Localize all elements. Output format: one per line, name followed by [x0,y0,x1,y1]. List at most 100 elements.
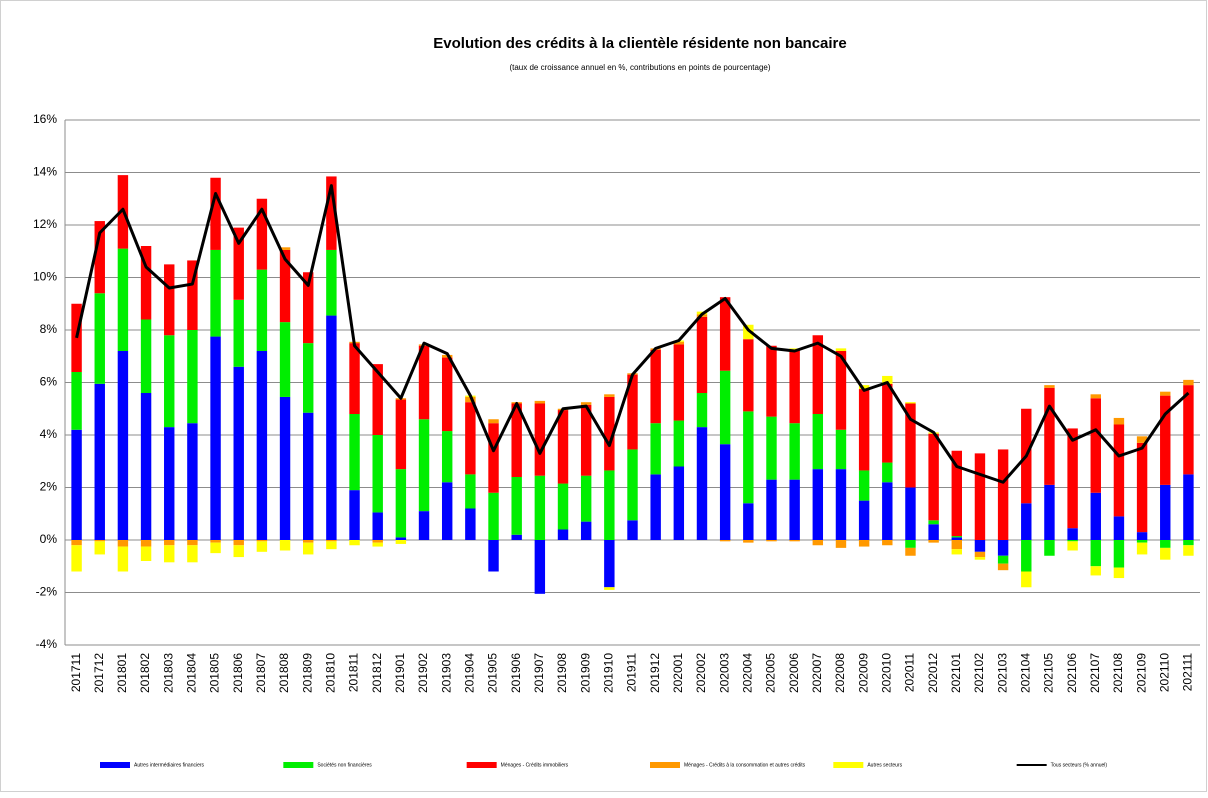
bar-segment [951,536,962,538]
bar-segment [395,399,407,470]
bar-segment [627,374,638,450]
bar-segment [395,540,407,544]
y-tick-label: 16% [33,112,57,126]
bar-segment [974,557,986,560]
bar-segment [71,429,82,540]
bar-segment [233,299,244,367]
bar-segment [164,545,175,563]
bar-segment [789,423,800,480]
bar-segment [233,545,244,558]
bar-segment [743,540,754,543]
x-tick-label: 201909 [578,653,592,693]
bar-segment [488,423,499,493]
bar-segment [210,542,221,554]
bar-segment [1136,542,1148,555]
bar-segment [1160,391,1171,396]
x-tick-label: 201907 [532,653,546,693]
bar-segment [627,520,638,540]
x-tick-label: 202111 [1181,653,1195,692]
bar-segment [650,349,661,424]
bar-segment [974,551,986,558]
bar-segment [905,402,916,404]
bar-segment [743,411,754,504]
x-tick-label: 201905 [486,653,500,693]
x-tick-label: 201712 [92,653,106,693]
bar-segment [465,474,476,509]
bar-segment [789,540,800,542]
x-tick-label: 202107 [1088,653,1102,693]
bar-segment [835,469,847,540]
bar-segment [326,176,337,250]
bar-segment [1113,567,1125,579]
bar-segment [210,249,221,337]
bar-segment [164,335,175,428]
bar-segment [905,403,916,488]
bar-segment [279,249,291,323]
bar-segment [650,474,661,540]
x-tick-label: 202110 [1157,653,1171,692]
bar-segment [94,540,105,542]
bar-segment [928,433,939,521]
x-tick-label: 201803 [161,653,175,693]
bar-segment [465,508,476,540]
bar-segment [1090,398,1101,493]
bar-segment [835,429,847,470]
bar-segment [812,414,824,470]
bar-segment [256,541,268,552]
x-tick-label: 202006 [787,653,801,693]
bar-segment [997,563,1009,571]
bar-segment [1160,484,1171,540]
bar-segment [766,416,777,480]
bar-segment [1067,428,1078,529]
bar-segment [882,375,893,384]
legend-label: Sociétés non financières [317,762,372,768]
bar-segment [928,520,939,525]
x-tick-label: 201910 [602,653,616,693]
x-tick-label: 201901 [393,653,407,693]
bar-segment [71,540,82,546]
bar-segment [719,444,731,540]
x-tick-label: 202009 [856,653,870,693]
bar-segment [279,322,291,397]
x-tick-label: 201810 [324,653,338,693]
bar-segment [951,549,962,555]
legend-swatch [283,762,314,768]
bar-segment [279,396,291,540]
bar-segment [1136,436,1148,443]
bar-segment [997,555,1009,564]
bar-segment [766,540,777,542]
bar-segment [140,546,152,561]
bar-segment [719,297,731,371]
y-tick-label: -2% [36,585,58,599]
bar-segment [743,339,754,412]
y-tick-label: 14% [33,165,57,179]
bar-segment [488,419,499,424]
bar-segment [210,177,221,250]
bar-segment [557,410,569,484]
bar-segment [164,427,175,540]
bar-segment [441,431,453,483]
bar-segment [604,470,615,540]
bar-segment [140,246,152,320]
bar-segment [812,335,824,414]
bar-segment [256,540,268,542]
y-tick-label: 2% [40,480,58,494]
bar-segment [1090,566,1101,576]
bar-segment [326,541,337,550]
legend-swatch [100,762,130,768]
x-tick-label: 201809 [300,653,314,693]
bar-segment [1113,540,1125,568]
bar-segment [117,540,129,547]
bar-segment [1113,516,1125,540]
bar-segment [557,529,569,540]
bar-segment [534,475,546,540]
bar-segment [1090,394,1101,399]
bar-segment [303,343,314,413]
y-tick-label: 10% [33,270,57,284]
bar-segment [1136,540,1148,543]
bar-segment [1044,387,1055,485]
bar-segment [187,545,198,563]
bar-segment [94,383,105,540]
bar-segment [951,450,962,537]
